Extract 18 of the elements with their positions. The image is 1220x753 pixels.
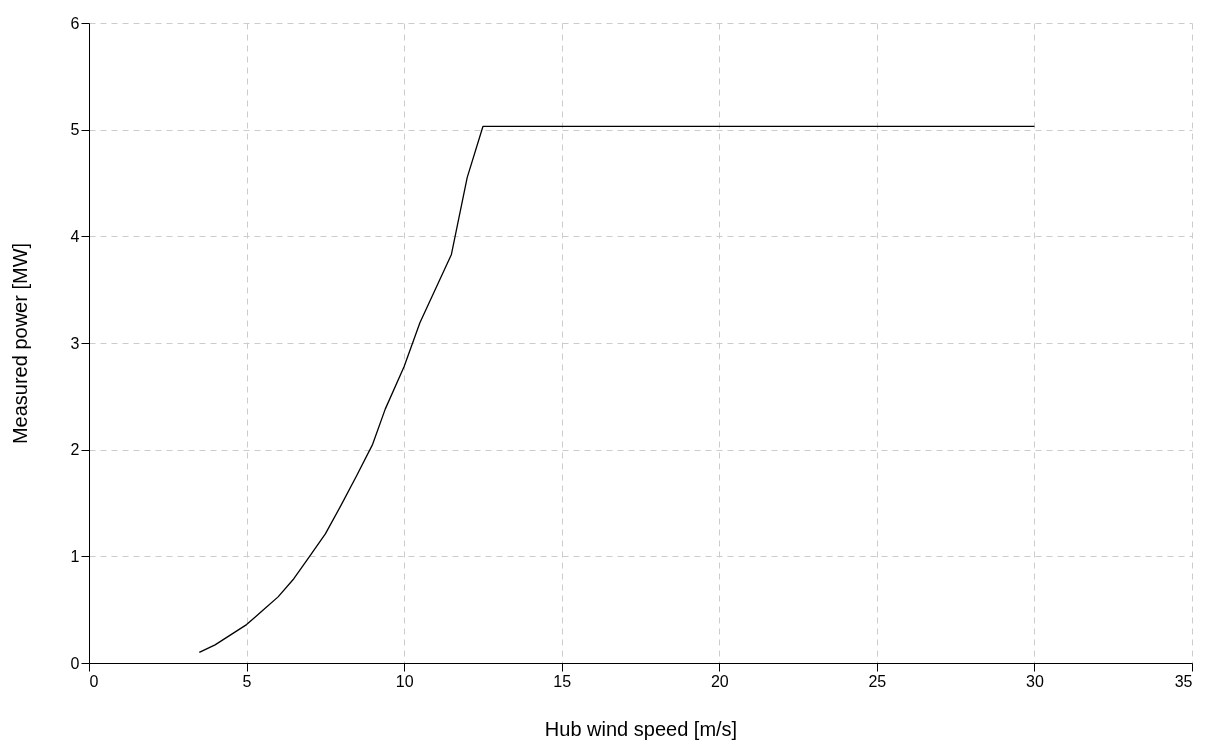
y-tick-label: 3: [70, 334, 80, 352]
x-axis-title: Hub wind speed [m/s]: [544, 717, 738, 740]
y-tick-label: 1: [70, 547, 80, 565]
y-tick-label: 0: [70, 654, 80, 672]
x-tick-label: 5: [242, 672, 252, 690]
y-tick-label: 4: [70, 227, 80, 245]
x-tick-label: 20: [710, 672, 729, 690]
x-tick-label: 25: [868, 672, 887, 690]
y-tick-label: 6: [70, 14, 80, 32]
y-tick-label: 2: [70, 441, 80, 459]
x-tick-label: 15: [553, 672, 572, 690]
x-tick-label: 35: [1174, 672, 1193, 690]
x-tick-label: 30: [1026, 672, 1044, 690]
y-tick-label: 5: [70, 121, 80, 139]
line-series: [198, 125, 1036, 653]
y-axis-title: Measured power [MW]: [8, 242, 31, 445]
x-tick-label: 10: [395, 672, 414, 690]
x-tick-label: 0: [89, 672, 99, 690]
